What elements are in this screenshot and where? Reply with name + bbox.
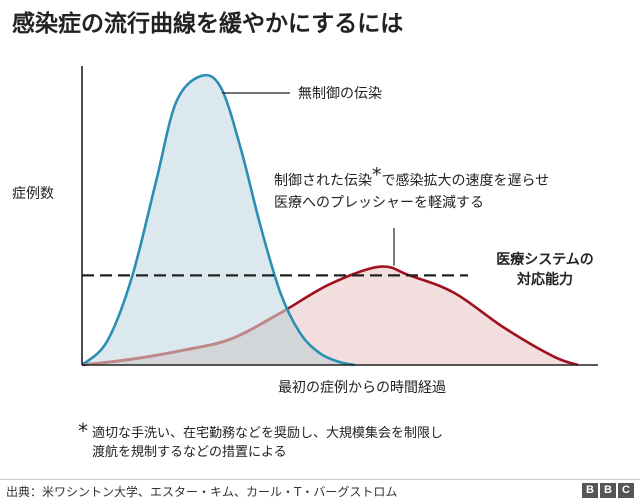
capacity-label-line2: 対応能力: [516, 271, 573, 288]
footnote-star: *: [78, 419, 88, 443]
controlled-annotation-part2: で感染拡大の速度を遅らせ: [382, 172, 550, 189]
controlled-annotation-part1: 制御された伝染: [274, 173, 372, 189]
chart: 医療システムの 対応能力 症例数 最初の症例からの時間経過 無制御の伝染 制御さ…: [12, 66, 598, 396]
source-text: 出典：米ワシントン大学、エスター・キム、カール・T・バーグストロム: [6, 485, 398, 499]
bbc-logo-letter-2: B: [600, 483, 616, 498]
capacity-label-line1: 医療システムの: [496, 251, 594, 268]
chart-title: 感染症の流行曲線を緩やかにするには: [12, 11, 404, 37]
controlled-annotation-line2: 医療へのプレッシャーを軽減する: [274, 194, 484, 211]
bbc-logo-letter-3: C: [618, 483, 634, 498]
x-axis-label: 最初の症例からの時間経過: [278, 379, 446, 396]
footnote: * 適切な手洗い、在宅勤務などを奨励し、大規模集会を制限し 渡航を規制するなどの…: [78, 419, 598, 462]
uncontrolled-line: [81, 73, 356, 367]
source-bar: 出典：米ワシントン大学、エスター・キム、カール・T・バーグストロム B B C: [0, 479, 640, 501]
bbc-logo-letter-1: B: [582, 483, 598, 498]
controlled-area: [82, 266, 578, 365]
controlled-annotation-line1: 制御された伝染*で感染拡大の速度を遅らせ: [274, 164, 549, 189]
uncontrolled-area: [82, 75, 355, 366]
footnote-line2: 渡航を規制するなどの措置による: [92, 445, 287, 460]
controlled-annotation-star: *: [372, 164, 382, 186]
y-axis-label: 症例数: [12, 186, 54, 202]
chart-curves: [81, 73, 579, 367]
uncontrolled-annotation: 無制御の伝染: [298, 86, 382, 102]
controlled-line-overlap: [82, 265, 355, 366]
chart-areas: [82, 75, 578, 366]
footnote-line1: 適切な手洗い、在宅勤務などを奨励し、大規模集会を制限し: [92, 426, 444, 441]
bbc-logo: B B C: [582, 483, 634, 498]
